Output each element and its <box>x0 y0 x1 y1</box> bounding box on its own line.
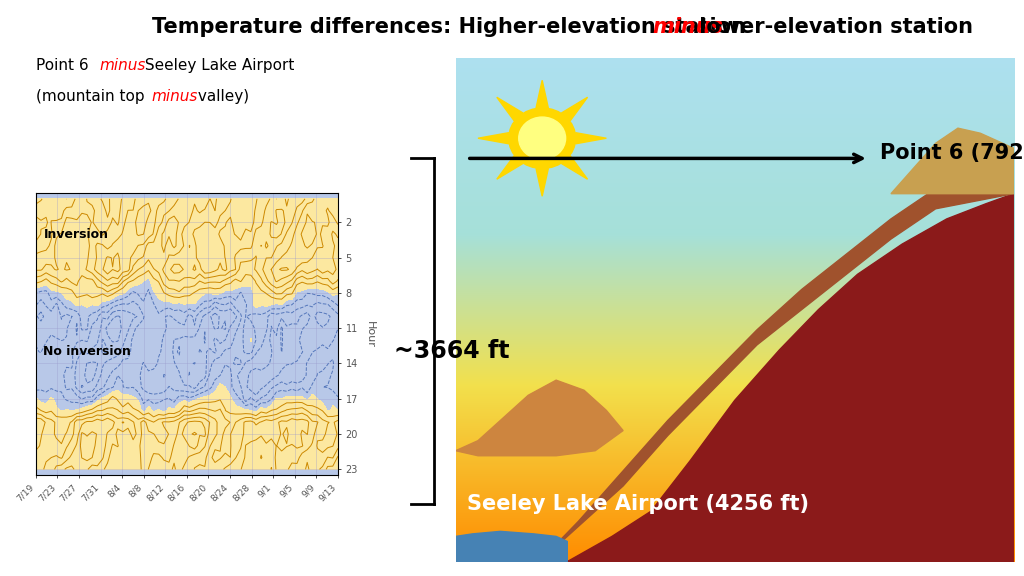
Polygon shape <box>891 128 1014 194</box>
Text: Point 6 (7920 ft): Point 6 (7920 ft) <box>880 143 1024 164</box>
Polygon shape <box>536 169 548 196</box>
Polygon shape <box>497 156 523 179</box>
Text: minus: minus <box>652 17 723 37</box>
Polygon shape <box>575 132 606 144</box>
Text: valley): valley) <box>193 89 249 104</box>
Text: lower-elevation station: lower-elevation station <box>692 17 973 37</box>
Text: minus: minus <box>99 58 145 73</box>
Text: minus: minus <box>152 89 198 104</box>
Text: No inversion: No inversion <box>43 345 131 358</box>
Text: Temperature differences: Higher-elevation station  minus  lower-elevation statio: Temperature differences: Higher-elevatio… <box>28 12 996 32</box>
Polygon shape <box>456 531 567 562</box>
Text: Inversion: Inversion <box>43 228 109 241</box>
Polygon shape <box>561 97 588 121</box>
Polygon shape <box>497 97 523 121</box>
Circle shape <box>509 108 575 169</box>
Y-axis label: Hour: Hour <box>365 321 375 347</box>
Text: Point 6: Point 6 <box>36 58 93 73</box>
Polygon shape <box>456 149 1014 562</box>
Text: ~3664 ft: ~3664 ft <box>394 339 510 363</box>
Polygon shape <box>561 156 588 179</box>
Text: Seeley Lake Airport: Seeley Lake Airport <box>140 58 295 73</box>
Text: Temperature differences: Higher-elevation station: Temperature differences: Higher-elevatio… <box>152 17 753 37</box>
Polygon shape <box>478 132 509 144</box>
Polygon shape <box>536 80 548 108</box>
Text: Seeley Lake Airport (4256 ft): Seeley Lake Airport (4256 ft) <box>467 494 809 514</box>
Circle shape <box>519 117 565 160</box>
Text: Temperature differences: Higher-elevation station         lower-elevation statio: Temperature differences: Higher-elevatio… <box>45 17 979 37</box>
Polygon shape <box>456 194 1014 562</box>
Polygon shape <box>456 380 623 456</box>
Text: (mountain top: (mountain top <box>36 89 150 104</box>
